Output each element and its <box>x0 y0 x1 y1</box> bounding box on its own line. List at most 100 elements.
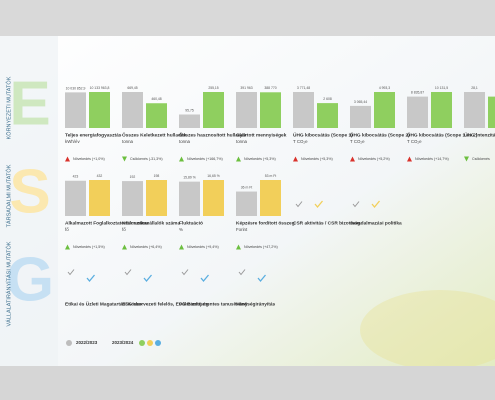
bar <box>317 103 338 128</box>
item-unit: T CO₂e <box>350 139 365 144</box>
item-unit: fő <box>122 227 126 232</box>
bar <box>65 180 86 216</box>
item-title: Pálmaolaj mentes tanusítvány <box>179 301 248 307</box>
check-current <box>143 274 152 283</box>
item-title: Fluktuáció <box>179 220 203 226</box>
trend-icon <box>236 244 241 250</box>
item-unit: T CO₂e <box>407 139 422 144</box>
trend-icon <box>122 156 127 162</box>
check-current <box>371 200 380 209</box>
bar <box>122 92 143 128</box>
item-unit: Forint <box>236 227 248 232</box>
bar <box>89 92 110 128</box>
value-label: 95,75 <box>185 108 194 112</box>
bar <box>179 114 200 128</box>
change-label: Csökkenés <box>472 157 490 161</box>
change-label: Növekedés (+5,3%) <box>301 157 333 161</box>
section-letter: G <box>6 245 54 314</box>
item-unit: fő <box>65 227 69 232</box>
item-title: ÜHG kibocsátás (Scope 1) <box>293 131 353 138</box>
trend-icon <box>122 244 127 250</box>
check-current <box>86 274 95 283</box>
check-current <box>257 274 266 283</box>
value-label: 8 835,87 <box>411 90 424 94</box>
value-label: 391 963 <box>240 86 252 90</box>
change-label: Növekedés (+166,7%) <box>187 157 223 161</box>
value-label: 255,15 <box>208 86 218 90</box>
bar <box>146 180 167 216</box>
item-unit: tonna <box>122 139 134 144</box>
trend-icon <box>350 156 355 162</box>
section-label: KÖRNYEZETI MUTATÓK <box>5 76 12 139</box>
value-label: 16,65 % <box>207 174 219 178</box>
section-letter: S <box>9 157 50 226</box>
footer-band <box>0 366 495 400</box>
legend-label: 2023/2024 <box>112 340 134 345</box>
section-letter: E <box>9 69 50 138</box>
item-title: ESG szervezeti felelős, ESG Bizottság <box>122 301 209 307</box>
item-title: Minőségirányítás <box>236 301 276 307</box>
bar <box>488 96 495 128</box>
item-title: ÜHG intenzitás <box>464 131 495 138</box>
check-previous <box>67 269 75 276</box>
item-unit: % <box>179 227 183 232</box>
value-label: 669,45 <box>127 86 137 90</box>
item-title: Képzésre fordított összeg <box>236 220 295 226</box>
check-previous <box>295 201 303 208</box>
legend-label: 2022/2023 <box>76 340 98 345</box>
legend-dot <box>147 340 153 346</box>
bar <box>146 103 167 128</box>
check-current <box>200 274 209 283</box>
value-label: 432 <box>97 174 103 178</box>
item-unit: tonna <box>179 139 191 144</box>
bar <box>122 181 143 216</box>
bar <box>407 96 428 128</box>
value-label: 10 030 852,9 <box>66 86 86 90</box>
item-title: Alkalmazott Foglalkoztatottak száma <box>65 220 149 226</box>
change-label: Csökkenés (-31,3%) <box>130 157 163 161</box>
value-label: 10 131,5 <box>435 86 448 90</box>
bar <box>293 92 314 128</box>
value-label: 53 m Ft <box>265 174 277 178</box>
trend-icon <box>293 156 298 162</box>
change-label: Növekedés (+14,7%) <box>415 157 449 161</box>
check-previous <box>352 201 360 208</box>
value-label: 36 m Ft <box>241 185 253 189</box>
check-current <box>314 200 323 209</box>
item-unit: kWh/év <box>65 139 80 144</box>
change-label: Növekedés (+5,2%) <box>358 157 390 161</box>
bar <box>65 92 86 128</box>
change-label: Növekedés (+1,0%) <box>73 157 105 161</box>
check-previous <box>181 269 189 276</box>
bar <box>236 191 257 216</box>
trend-icon <box>236 156 241 162</box>
value-label: 460,48 <box>151 97 161 101</box>
item-title: Gyártott mennyiségek <box>236 132 287 138</box>
bar <box>203 92 224 128</box>
item-title: CSR aktivitás / CSR bizottság <box>293 220 360 226</box>
bar <box>89 180 110 216</box>
bar <box>236 92 257 128</box>
value-label: 423 <box>73 175 79 179</box>
item-title: Teljes energiafogyasztás <box>65 132 122 138</box>
check-previous <box>124 269 132 276</box>
bar <box>350 105 371 128</box>
trend-icon <box>65 244 70 250</box>
item-title: Összes hasznosított hulladék <box>179 131 247 138</box>
bar <box>203 180 224 216</box>
item-unit: T CO₂e <box>293 139 308 144</box>
item-title: ÜHG kibocsátás (Scope 1 és 2) <box>407 131 478 138</box>
value-label: 198 <box>154 174 160 178</box>
trend-icon <box>65 156 70 162</box>
legend-dot <box>155 340 161 346</box>
value-label: 3 771,48 <box>297 86 310 90</box>
legend-dot <box>66 340 72 346</box>
value-label: 2 608 <box>323 97 332 101</box>
section-label: VÁLLALATIRÁNYÍTÁSI MUTATÓK <box>5 241 12 326</box>
trend-icon <box>179 244 184 250</box>
side-band <box>0 36 58 366</box>
bar <box>260 180 281 216</box>
value-label: 28,1 <box>471 86 478 90</box>
item-title: Női munkavállalók száma <box>122 220 180 226</box>
